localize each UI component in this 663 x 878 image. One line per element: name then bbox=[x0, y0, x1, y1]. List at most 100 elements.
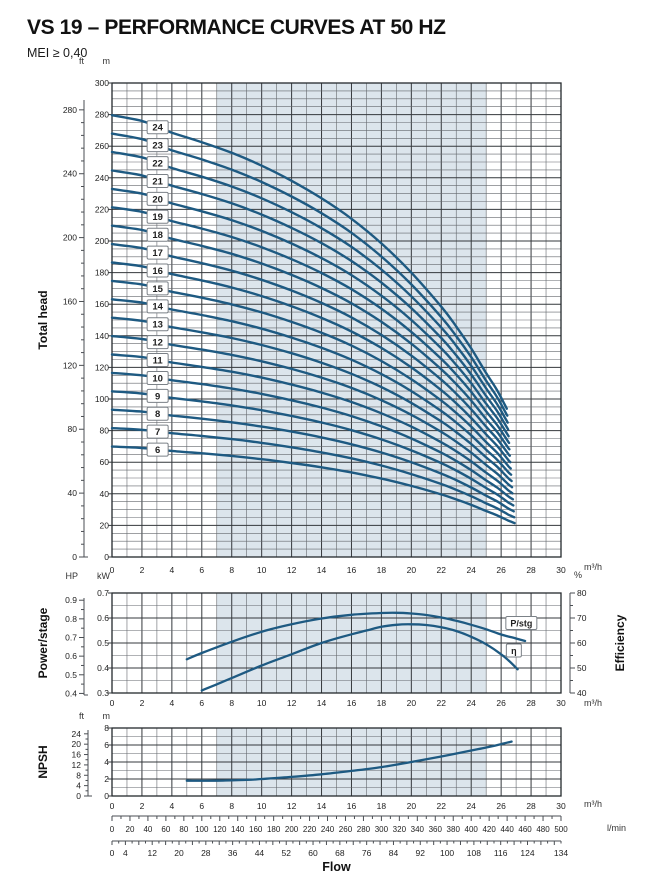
svg-text:22: 22 bbox=[437, 698, 447, 708]
head-ft-unit: ft bbox=[78, 56, 84, 66]
svg-text:6: 6 bbox=[199, 565, 204, 575]
svg-text:200: 200 bbox=[95, 236, 109, 246]
svg-text:20: 20 bbox=[72, 739, 82, 749]
svg-text:8: 8 bbox=[155, 409, 160, 420]
svg-text:4: 4 bbox=[169, 565, 174, 575]
svg-text:4: 4 bbox=[169, 698, 174, 708]
svg-text:8: 8 bbox=[104, 723, 109, 733]
head-curve-21 bbox=[110, 169, 510, 431]
svg-text:0.7: 0.7 bbox=[97, 588, 109, 598]
svg-text:160: 160 bbox=[63, 296, 77, 306]
svg-text:40: 40 bbox=[577, 688, 587, 698]
npsh-m-unit: m bbox=[102, 711, 111, 721]
svg-text:116: 116 bbox=[494, 848, 508, 858]
svg-text:0: 0 bbox=[110, 848, 115, 858]
svg-text:2: 2 bbox=[140, 565, 145, 575]
svg-text:260: 260 bbox=[339, 825, 353, 834]
svg-text:260: 260 bbox=[95, 141, 109, 151]
svg-text:28: 28 bbox=[526, 565, 536, 575]
svg-text:240: 240 bbox=[63, 169, 77, 179]
svg-text:20: 20 bbox=[100, 520, 110, 530]
svg-text:0.6: 0.6 bbox=[97, 613, 109, 623]
svg-text:0: 0 bbox=[110, 801, 115, 811]
svg-text:420: 420 bbox=[482, 825, 496, 834]
svg-text:22: 22 bbox=[152, 158, 163, 169]
svg-text:28: 28 bbox=[201, 848, 211, 858]
svg-text:30: 30 bbox=[556, 565, 566, 575]
svg-text:76: 76 bbox=[362, 848, 372, 858]
svg-text:18: 18 bbox=[377, 698, 387, 708]
svg-text:0.9: 0.9 bbox=[65, 595, 77, 605]
head-m-unit: m bbox=[102, 56, 111, 66]
svg-text:16: 16 bbox=[347, 565, 357, 575]
svg-text:40: 40 bbox=[143, 825, 152, 834]
svg-text:400: 400 bbox=[465, 825, 479, 834]
svg-text:52: 52 bbox=[282, 848, 292, 858]
svg-text:120: 120 bbox=[63, 360, 77, 370]
svg-text:140: 140 bbox=[95, 331, 109, 341]
svg-text:60: 60 bbox=[100, 457, 110, 467]
svg-text:4: 4 bbox=[104, 757, 109, 767]
total-head-axis-title: Total head bbox=[36, 290, 50, 350]
svg-text:80: 80 bbox=[577, 588, 587, 598]
svg-text:0: 0 bbox=[110, 825, 115, 834]
stage-label-box-7 bbox=[146, 424, 169, 439]
svg-text:0.6: 0.6 bbox=[65, 651, 77, 661]
head-curve-13 bbox=[110, 316, 513, 483]
svg-text:60: 60 bbox=[308, 848, 318, 858]
head-curve-19 bbox=[110, 206, 511, 445]
stage-label-box-14 bbox=[146, 299, 169, 314]
head-curve-18 bbox=[110, 224, 511, 451]
head-curve-12 bbox=[110, 334, 514, 489]
mei-subtitle: MEI ≥ 0,40 bbox=[27, 46, 88, 60]
svg-text:16: 16 bbox=[152, 266, 163, 277]
svg-text:22: 22 bbox=[437, 801, 447, 811]
head-curve-7 bbox=[110, 427, 516, 519]
svg-text:140: 140 bbox=[231, 825, 245, 834]
power-curve bbox=[185, 611, 527, 661]
stage-label-box-22 bbox=[146, 156, 169, 171]
svg-text:180: 180 bbox=[267, 825, 281, 834]
svg-text:280: 280 bbox=[357, 825, 371, 834]
svg-text:12: 12 bbox=[287, 698, 297, 708]
svg-text:220: 220 bbox=[303, 825, 317, 834]
svg-text:20: 20 bbox=[152, 194, 163, 205]
svg-text:18: 18 bbox=[377, 801, 387, 811]
head-curve-24 bbox=[110, 114, 508, 410]
svg-text:40: 40 bbox=[100, 489, 110, 499]
stage-label-box-16 bbox=[146, 263, 169, 278]
stage-label-box-6 bbox=[146, 442, 169, 457]
stage-label-box-15 bbox=[146, 281, 169, 296]
head-curve-20 bbox=[110, 187, 510, 438]
svg-text:12: 12 bbox=[152, 338, 163, 349]
svg-text:36: 36 bbox=[228, 848, 238, 858]
stage-label-box-18 bbox=[146, 227, 169, 242]
svg-text:80: 80 bbox=[68, 424, 78, 434]
power-hp-unit: HP bbox=[65, 571, 78, 581]
svg-text:16: 16 bbox=[347, 698, 357, 708]
stage-labels: 6 7 8 9 10 11 12 13 14 15 16 17 18 19 20 21 22 23 24 bbox=[146, 120, 169, 457]
stage-label-box-13 bbox=[146, 317, 169, 332]
head-curve-8 bbox=[110, 408, 515, 513]
svg-text:100: 100 bbox=[195, 825, 209, 834]
efficiency-pct-unit: % bbox=[574, 570, 583, 580]
svg-text:340: 340 bbox=[411, 825, 425, 834]
svg-text:8: 8 bbox=[229, 565, 234, 575]
svg-text:0: 0 bbox=[110, 565, 115, 575]
svg-text:360: 360 bbox=[429, 825, 443, 834]
svg-text:0: 0 bbox=[104, 791, 109, 801]
svg-text:500: 500 bbox=[554, 825, 568, 834]
svg-text:300: 300 bbox=[375, 825, 389, 834]
svg-text:10: 10 bbox=[257, 698, 267, 708]
svg-text:12: 12 bbox=[72, 760, 82, 770]
svg-text:10: 10 bbox=[152, 373, 163, 384]
stage-label-box-21 bbox=[146, 173, 169, 188]
npsh-axis-title: NPSH bbox=[36, 745, 50, 779]
curve-label-box-0 bbox=[505, 616, 538, 630]
svg-text:0.4: 0.4 bbox=[97, 663, 109, 673]
svg-text:280: 280 bbox=[63, 105, 77, 115]
npsh-ft-unit: ft bbox=[78, 711, 84, 721]
svg-text:70: 70 bbox=[577, 613, 587, 623]
